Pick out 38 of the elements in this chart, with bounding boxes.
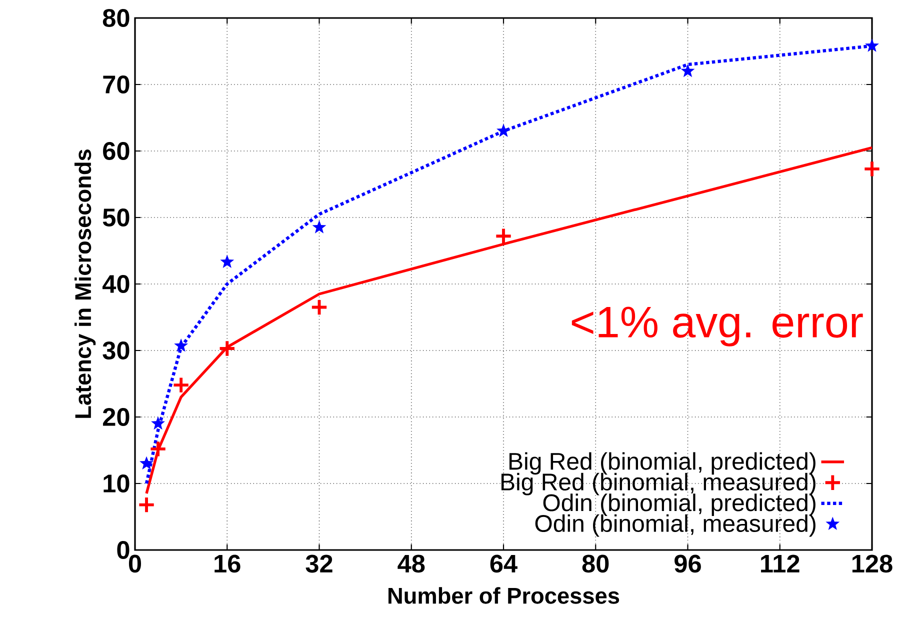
- legend-label: Odin (binomial, measured): [535, 514, 816, 537]
- point: [140, 456, 154, 470]
- y-axis-title: Latency in Microseconds: [74, 150, 96, 418]
- point: [138, 496, 156, 514]
- y-tick-label: 80: [102, 9, 130, 27]
- point: [149, 440, 167, 458]
- point: [310, 298, 328, 316]
- x-tick-label: 0: [128, 554, 142, 573]
- x-tick-label: 32: [306, 554, 332, 573]
- annotation: <1% avg. error: [572, 306, 863, 346]
- point: [863, 160, 881, 178]
- x-tick-label: 80: [582, 554, 609, 573]
- point: [218, 340, 236, 358]
- point: [172, 376, 190, 394]
- point: [494, 227, 512, 245]
- y-tick-label: 0: [117, 541, 130, 559]
- x-tick-label: 128: [852, 554, 892, 573]
- y-tick-label: 70: [103, 76, 130, 94]
- point: [865, 38, 879, 52]
- y-tick-label: 40: [102, 275, 130, 293]
- x-tick-label: 112: [761, 554, 800, 572]
- x-tick-label: 16: [214, 554, 240, 573]
- y-tick-label: 50: [102, 208, 130, 226]
- x-axis-title: Number of Processes: [388, 587, 620, 604]
- point: [220, 254, 234, 268]
- x-tick-label: 64: [490, 554, 518, 573]
- y-tick-label: 10: [104, 474, 130, 492]
- line-series: [145, 146, 872, 495]
- y-tick-label: 60: [103, 142, 130, 160]
- point: [496, 124, 510, 137]
- point: [174, 338, 188, 352]
- y-tick-label: 20: [102, 408, 130, 426]
- point: [680, 64, 695, 78]
- point: [312, 220, 326, 234]
- x-tick-label: 48: [398, 554, 425, 573]
- point: [151, 416, 166, 430]
- y-tick-label: 30: [102, 342, 130, 360]
- x-tick-label: 96: [674, 554, 701, 573]
